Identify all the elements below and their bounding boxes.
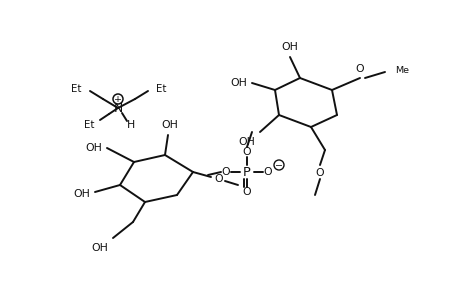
Text: O: O bbox=[221, 167, 230, 177]
Text: OH: OH bbox=[238, 137, 254, 147]
Text: Me: Me bbox=[394, 65, 408, 74]
Text: O: O bbox=[214, 174, 223, 184]
Text: −: − bbox=[274, 160, 282, 169]
Text: O: O bbox=[355, 64, 364, 74]
Text: OH: OH bbox=[161, 120, 178, 130]
Text: O: O bbox=[315, 168, 324, 178]
Text: Et: Et bbox=[84, 120, 95, 130]
Text: OH: OH bbox=[73, 189, 90, 199]
Text: OH: OH bbox=[281, 42, 298, 52]
Text: OH: OH bbox=[230, 78, 246, 88]
Text: OH: OH bbox=[91, 243, 108, 253]
Text: +: + bbox=[114, 94, 122, 103]
Text: O: O bbox=[242, 147, 251, 157]
Text: N: N bbox=[113, 101, 123, 115]
Text: O: O bbox=[242, 187, 251, 197]
Text: Et: Et bbox=[156, 84, 166, 94]
Text: P: P bbox=[242, 166, 251, 178]
Text: Et: Et bbox=[71, 84, 82, 94]
Text: OH: OH bbox=[85, 143, 102, 153]
Text: O: O bbox=[263, 167, 272, 177]
Text: H: H bbox=[127, 120, 135, 130]
